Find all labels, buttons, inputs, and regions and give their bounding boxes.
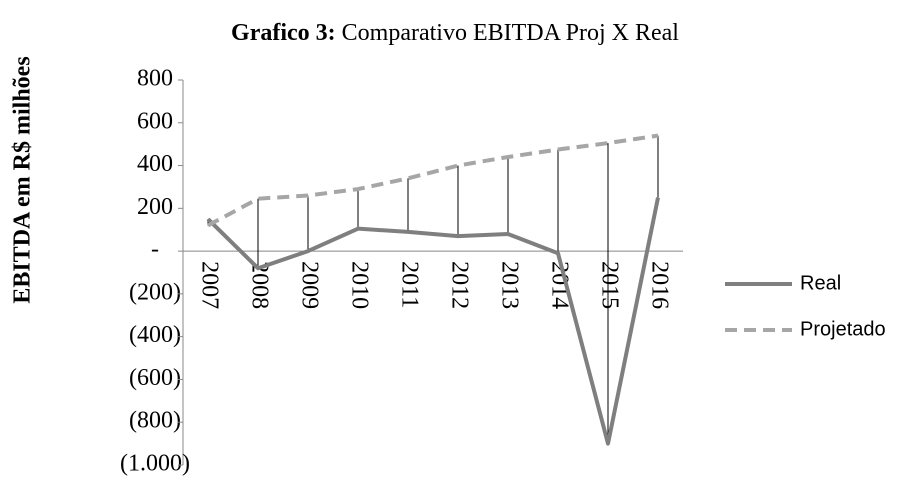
chart-title: Grafico 3: Comparativo EBITDA Proj X Rea…: [231, 20, 679, 46]
x-tick-label: 2016: [646, 261, 672, 309]
legend-label: Projetado: [800, 318, 886, 340]
y-tick-label: (400): [129, 322, 181, 348]
y-tick-label: (800): [129, 408, 181, 434]
x-tick-label: 2009: [296, 261, 322, 309]
y-tick-label: 600: [137, 108, 173, 134]
y-tick-label: (1.000): [120, 451, 190, 477]
title-bold: Grafico 3:: [231, 20, 336, 46]
x-tick-label: 2013: [496, 261, 522, 309]
y-tick-label: 800: [137, 66, 173, 92]
x-tick-label: 2015: [596, 261, 622, 309]
series-line: [207, 133, 659, 228]
y-tick-label: 400: [137, 151, 173, 177]
x-tick-label: 2010: [346, 261, 372, 309]
title-text: Comparativo EBITDA Proj X Real: [342, 20, 680, 46]
y-tick-label: 200: [137, 194, 173, 220]
y-tick-label: (600): [129, 365, 181, 391]
series-line: [206, 197, 660, 446]
y-tick-label: -: [151, 237, 159, 263]
x-tick-label: 2012: [446, 261, 472, 309]
x-tick-label: 2011: [396, 261, 422, 308]
y-tick-label: (200): [129, 279, 181, 305]
x-tick-label: 2007: [196, 261, 222, 309]
y-axis-label: EBITDA em R$ milhões: [10, 56, 36, 303]
legend-label: Real: [800, 272, 841, 294]
x-tick-label: 2014: [546, 261, 572, 309]
